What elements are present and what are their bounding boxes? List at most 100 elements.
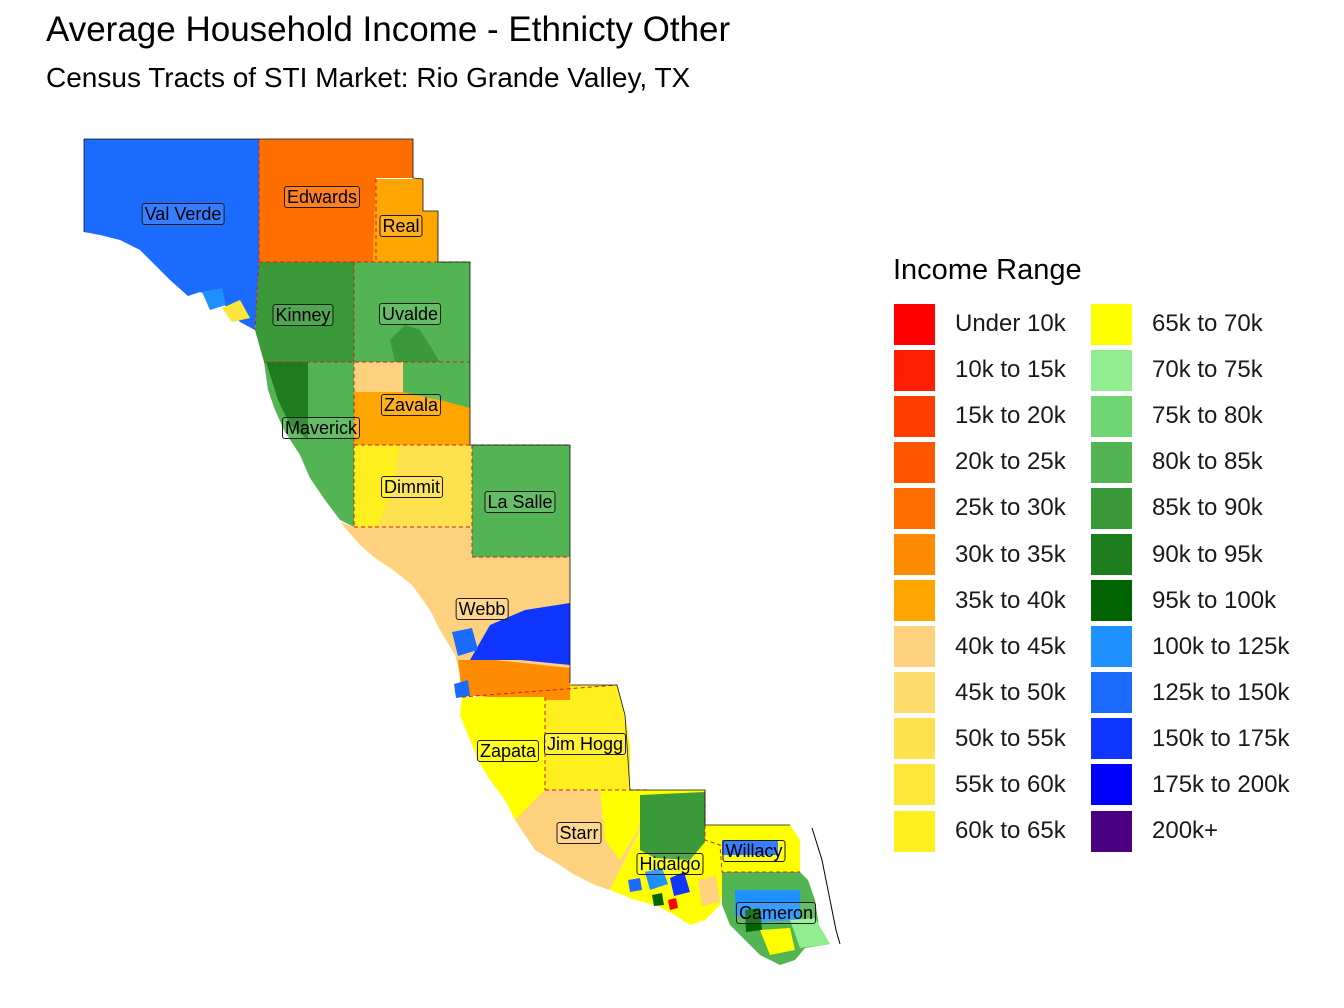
county-label-la-salle: La Salle [484,491,556,513]
legend-swatch [1090,763,1133,807]
county-label-willacy: Willacy [722,840,786,862]
legend-label: 60k to 65k [955,817,1066,845]
webb-border-tract-blue [452,628,478,656]
legend-item: 80k to 85k [1090,439,1287,485]
legend-item: 50k to 55k [893,716,1090,762]
legend-label: 50k to 55k [955,724,1066,752]
county-label-webb: Webb [455,598,509,620]
hidalgo-tract-green [640,792,705,860]
webb-tract-orange [458,660,570,700]
legend-label: 200k+ [1152,817,1219,845]
legend-item: 95k to 100k [1090,578,1287,624]
legend-swatch [893,486,936,530]
legend-item: 55k to 60k [893,762,1090,808]
legend-item: 65k to 70k [1090,301,1287,347]
hidalgo-tract-blue-1 [645,868,668,890]
legend-label: 45k to 50k [955,678,1066,706]
legend-label: 90k to 95k [1152,540,1263,568]
county-zapata [460,697,545,820]
starr-tract-yellow [600,790,648,860]
county-label-dimmit: Dimmit [381,476,443,498]
county-val-verde [84,139,259,330]
legend-column-1: Under 10k 10k to 15k 15k to 20k 20k to 25k 2… [893,301,1090,854]
dimmit-tract-light [378,445,472,527]
legend-swatch [1090,440,1133,484]
coastal-island-outline [811,827,841,945]
zapata-border-tract-blue [454,680,470,698]
legend-swatch [893,671,936,715]
legend-item: 25k to 30k [893,485,1090,531]
hidalgo-tract-red [668,898,678,910]
cameron-tract-dark [745,908,762,932]
county-real [373,179,438,262]
county-label-starr: Starr [556,822,602,844]
legend-item: 20k to 25k [893,439,1090,485]
legend-swatch [1090,671,1133,715]
county-la-salle [472,445,570,557]
legend-label: 10k to 15k [955,356,1066,384]
kinney-border-tract [222,300,250,322]
legend-label: 75k to 80k [1152,402,1263,430]
hidalgo-tract-green-2 [652,893,664,906]
legend-label: 20k to 25k [955,448,1066,476]
maverick-tract-dark [266,362,308,440]
legend-label: Under 10k [955,310,1066,338]
legend-label: 15k to 20k [955,402,1066,430]
legend-label: 25k to 30k [955,494,1066,522]
legend-item: 90k to 95k [1090,531,1287,577]
legend-item: 10k to 15k [893,347,1090,393]
county-boundaries [254,139,800,873]
legend-swatch [1090,394,1133,438]
legend-swatch [893,809,936,853]
legend-swatch [1090,579,1133,623]
legend-swatch [1090,348,1133,392]
zavala-tract-green [403,362,470,408]
county-edwards [259,139,413,262]
county-label-hidalgo: Hidalgo [636,853,704,875]
county-jim-hogg [545,685,630,790]
legend-swatch [893,717,936,761]
legend-item: 75k to 80k [1090,393,1287,439]
legend-item: Under 10k [893,301,1090,347]
cameron-tract-light [790,918,830,948]
county-label-edwards: Edwards [283,186,361,208]
county-kinney [255,262,354,362]
county-outlines [83,138,790,826]
legend-swatch [893,302,936,346]
legend-item: 35k to 40k [893,578,1090,624]
webb-tract-blue [470,603,570,665]
legend-label: 65k to 70k [1152,310,1263,338]
legend-swatch [893,625,936,669]
legend-item: 150k to 175k [1090,716,1290,762]
legend-label: 55k to 60k [955,770,1066,798]
legend-swatch [1090,809,1133,853]
legend-title: Income Range [893,254,1082,286]
legend-label: 80k to 85k [1152,448,1263,476]
legend-label: 30k to 35k [955,540,1066,568]
legend-swatch [1090,625,1133,669]
legend-swatch [1090,486,1133,530]
county-label-jim-hogg: Jim Hogg [543,733,627,755]
hidalgo-tract-blue-3 [628,878,642,892]
county-label-kinney: Kinney [272,304,334,326]
county-label-real: Real [379,215,423,237]
legend-label: 95k to 100k [1152,586,1277,614]
legend-item: 70k to 75k [1090,347,1287,393]
legend-item: 125k to 150k [1090,670,1289,716]
legend-label: 150k to 175k [1152,724,1290,752]
map-title: Average Household Income - Ethnicty Othe… [46,10,731,49]
legend-label: 175k to 200k [1152,770,1290,798]
legend-swatch [1090,533,1133,577]
county-label-zapata: Zapata [476,740,540,762]
hidalgo-tract-blue-2 [670,872,690,896]
legend-item: 15k to 20k [893,393,1090,439]
legend-label: 100k to 125k [1152,632,1290,660]
hidalgo-tract-light [698,876,720,906]
legend-swatch [893,440,936,484]
legend-swatch [1090,717,1133,761]
legend-item: 85k to 90k [1090,485,1287,531]
willacy-tract-blue [722,840,778,855]
legend-item: 100k to 125k [1090,624,1290,670]
